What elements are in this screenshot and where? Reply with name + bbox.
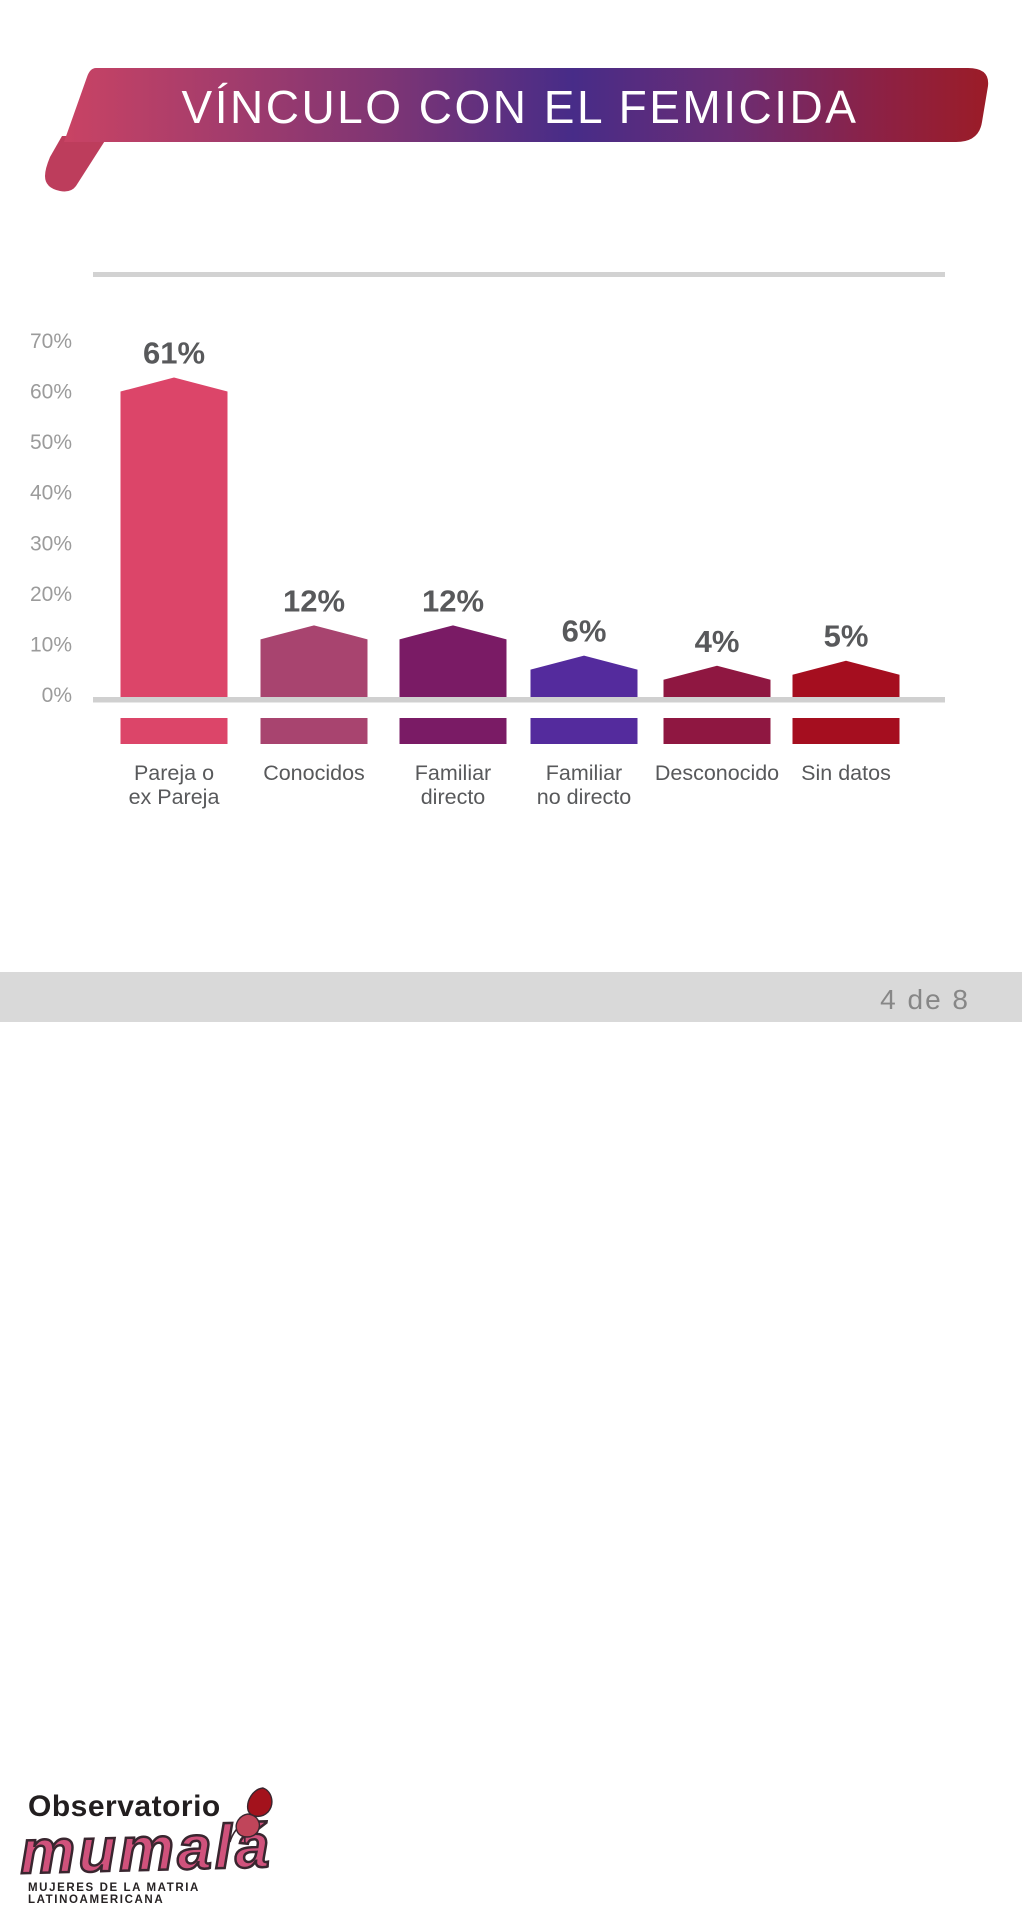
bar-pedestal <box>399 718 507 744</box>
bar-category-label: no directo <box>537 785 631 809</box>
ribbon-band <box>64 68 989 142</box>
bar-value-label: 61% <box>143 336 205 371</box>
mumala-logo: Observatorio mumalá MUJERES DE LA MATRIA… <box>0 890 300 1906</box>
bar-category-label: Sin datos <box>801 761 891 785</box>
bar-category-label: ex Pareja <box>129 785 220 809</box>
bar-category-label: Familiar <box>546 761 622 785</box>
bar-pedestal <box>663 718 771 744</box>
ribbon-fold <box>45 136 108 192</box>
footer-band <box>0 972 1022 1022</box>
logo-caption: MUJERES DE LA MATRIA LATINOAMERICANA <box>28 1882 200 1906</box>
bar-pedestal <box>120 718 228 744</box>
bar-category-label: Familiar <box>415 761 491 785</box>
bar-value-label: 4% <box>695 624 740 659</box>
y-axis-tick-label: 20% <box>30 583 72 606</box>
y-axis-tick-label: 60% <box>30 381 72 404</box>
butterfly-icon <box>229 1787 273 1844</box>
y-axis-tick-label: 50% <box>30 431 72 454</box>
bar <box>120 377 228 702</box>
bar-category-label: Conocidos <box>263 761 365 785</box>
bar-pedestal <box>530 718 638 744</box>
bar-value-label: 12% <box>283 583 345 618</box>
bar <box>399 625 507 702</box>
bar-pedestal <box>792 718 900 744</box>
y-axis-tick-label: 70% <box>30 330 72 353</box>
bar-chart: 61% 12% 12% 6% 4% 5% 0% 10% 20% 30% 40% 50% 60% 70% Pa… <box>30 330 945 809</box>
x-axis-baseline <box>93 697 945 703</box>
bar-category-label: directo <box>421 785 486 809</box>
title-ribbon <box>45 68 989 192</box>
page-title: VÍNCULO CON EL FEMICIDA <box>181 81 859 133</box>
bar-category-label: Desconocido <box>655 761 779 785</box>
bar-pedestal <box>260 718 368 744</box>
bar <box>792 660 900 702</box>
bar <box>663 665 771 702</box>
page-indicator: 4 de 8 <box>880 984 970 1015</box>
bar <box>260 625 368 702</box>
y-axis-tick-label: 30% <box>30 532 72 555</box>
y-axis-tick-label: 0% <box>42 684 72 707</box>
bar <box>530 655 638 702</box>
top-divider <box>93 272 945 277</box>
bar-value-label: 6% <box>562 614 607 649</box>
bar-value-label: 12% <box>422 583 484 618</box>
bar-value-label: 5% <box>824 619 869 654</box>
y-axis-tick-label: 10% <box>30 633 72 656</box>
y-axis-tick-label: 40% <box>30 482 72 505</box>
bar-category-label: Pareja o <box>134 761 214 785</box>
